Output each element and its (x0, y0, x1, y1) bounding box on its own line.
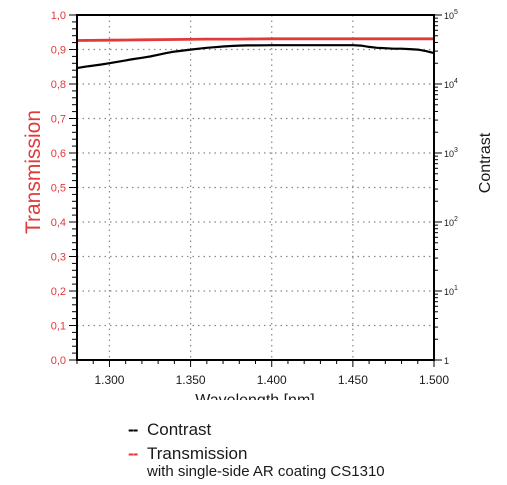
x-axis-label: Wavelength [nm] (195, 392, 314, 400)
right-tick-label: 105 (444, 9, 458, 21)
right-tick-label: 101 (444, 285, 458, 297)
right-axis-label: Contrast (477, 132, 494, 193)
legend-swatch-transmission: -- (128, 444, 138, 463)
series-line-contrast (76, 44, 435, 70)
left-tick-label: 0,1 (51, 321, 66, 333)
bottom-tick-label: 1.300 (94, 373, 124, 387)
right-tick-label: 1 (444, 356, 449, 366)
plot-frame (76, 14, 435, 361)
legend-label-transmission: Transmission (147, 444, 248, 463)
left-tick-label: 0,8 (51, 79, 66, 91)
left-tick-label: 1,0 (51, 10, 66, 22)
legend-swatch-contrast: -- (128, 420, 138, 439)
bottom-tick-label: 1.500 (419, 373, 449, 387)
left-tick-label: 0,2 (51, 286, 66, 298)
left-tick-label: 0,3 (51, 252, 66, 264)
bottom-tick-label: 1.350 (176, 373, 206, 387)
left-tick-label: 0,0 (51, 355, 66, 367)
series-line-transmission (76, 37, 434, 42)
chart: 0,0 0,1 0,2 0,3 0,4 0,5 0,6 0,7 0,8 0,9 1,0 1 101 10… (22, 9, 494, 400)
grid (77, 15, 434, 360)
bottom-tick-label: 1.450 (338, 373, 368, 387)
bottom-axis-ticks: 1.300 1.350 1.400 1.450 1.500 (76, 360, 449, 387)
left-tick-label: 0,5 (51, 183, 66, 195)
left-tick-label: 0,9 (51, 45, 66, 57)
left-axis-label: Transmission (22, 110, 45, 234)
bottom-tick-label: 1.400 (257, 373, 287, 387)
legend-item-transmission: -- Transmission (128, 444, 498, 463)
left-tick-label: 0,7 (51, 114, 66, 126)
left-tick-label: 0,4 (51, 217, 66, 229)
right-tick-label: 102 (444, 216, 458, 228)
right-axis-ticks: 1 101 102 103 104 105 (434, 9, 458, 366)
right-tick-label: 103 (444, 147, 458, 159)
legend-note: with single-side AR coating CS1310 (147, 463, 385, 480)
legend: -- Contrast -- Transmission with single-… (128, 420, 498, 480)
right-tick-label: 104 (444, 78, 458, 90)
legend-item-contrast: -- Contrast (128, 420, 498, 439)
left-tick-label: 0,6 (51, 148, 66, 160)
series-group (76, 37, 435, 70)
legend-label-contrast: Contrast (147, 420, 212, 439)
left-axis-ticks: 0,0 0,1 0,2 0,3 0,4 0,5 0,6 0,7 0,8 0,9 1,0 (51, 10, 77, 367)
